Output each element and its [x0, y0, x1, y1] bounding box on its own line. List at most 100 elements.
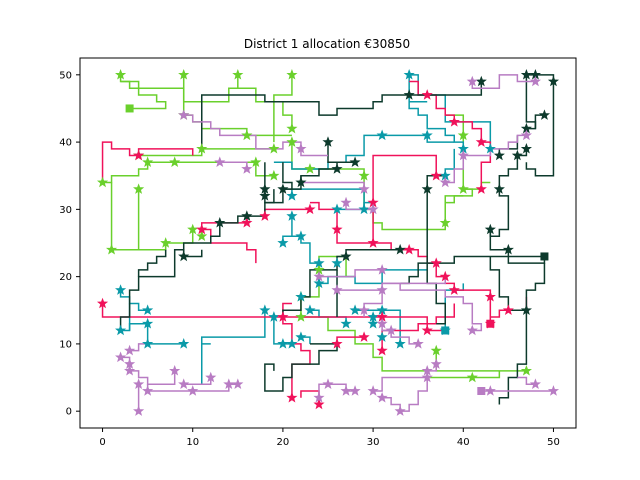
series-0-point-19: [160, 237, 172, 248]
series-0-path-13: [444, 135, 474, 223]
series-4-point-44: [547, 385, 560, 396]
series-4-point-26: [394, 405, 406, 416]
series-4-point-11: [367, 203, 379, 215]
series-2-point-12: [196, 223, 208, 235]
series-3-depot: [540, 252, 549, 261]
series-3-point-22: [394, 243, 406, 255]
series-0-point-30: [466, 371, 478, 383]
series-1-point-17: [349, 304, 361, 316]
series-2-path-7: [336, 229, 374, 244]
series-0-path-18: [435, 350, 527, 372]
series-3-point-15: [295, 176, 307, 188]
series-4-point-37: [133, 405, 145, 416]
series-3-path-19: [246, 189, 275, 217]
y-tick-label: 20: [59, 272, 72, 283]
series-0-point-31: [520, 364, 532, 376]
series-4-point-27: [376, 391, 388, 403]
series-3-point-14: [349, 156, 361, 168]
series-1-point-34: [295, 331, 307, 342]
series-3-point-9: [475, 75, 487, 87]
x-tick-label: 30: [367, 437, 380, 448]
series-4-point-32: [205, 371, 217, 383]
series-4-point-24: [349, 385, 361, 396]
series-2-path-20: [409, 80, 428, 96]
series-3-point-16: [277, 183, 289, 194]
series-1-point-21: [376, 331, 388, 342]
series-4-point-5: [529, 75, 541, 87]
series-1-markers: [115, 68, 496, 349]
series-3-path-34: [183, 249, 203, 258]
series-3-point-24: [484, 223, 496, 235]
x-tick-label: 40: [457, 437, 470, 448]
series-2-point-9: [304, 203, 316, 215]
series-4-path-5: [300, 181, 365, 190]
series-2-point-24: [313, 398, 325, 410]
plot-area: [96, 68, 560, 416]
series-1-point-16: [304, 304, 316, 316]
series-3-point-7: [493, 149, 505, 161]
series-2-point-2: [448, 116, 460, 127]
series-0-point-14: [142, 156, 154, 168]
series-4-markers: [115, 75, 560, 416]
series-0-point-5: [241, 129, 253, 141]
series-3-path-1: [525, 81, 555, 177]
series-3-path-11: [327, 142, 338, 169]
series-4-point-6: [520, 129, 532, 141]
series-3-path-31: [282, 162, 293, 190]
series-0-point-17: [133, 183, 145, 194]
series-2-path-10: [454, 289, 492, 324]
series-1-depot: [441, 326, 450, 335]
series-2-point-8: [331, 223, 343, 235]
series-4-path-31: [300, 148, 328, 157]
series-4-point-1: [214, 156, 226, 168]
series-0-point-24: [457, 129, 469, 141]
series-0-point-18: [105, 243, 118, 255]
series-4-path-30: [192, 384, 230, 392]
series-3-point-11: [421, 183, 433, 194]
series-1-point-10: [295, 230, 307, 242]
series-4-point-12: [376, 264, 388, 275]
series-0-point-1: [178, 68, 190, 80]
series-3-markers: [178, 68, 560, 316]
series-4-point-30: [232, 378, 244, 390]
series-4-point-33: [169, 364, 181, 376]
series-3-path-4: [409, 81, 483, 96]
series-4-point-41: [115, 351, 127, 363]
series-0-point-11: [268, 169, 280, 181]
series-3-path-5: [201, 94, 410, 149]
series-0-point-6: [286, 122, 298, 134]
series-2-point-27: [96, 297, 109, 309]
series-4-point-17: [385, 324, 397, 336]
series-4-point-16: [358, 304, 370, 316]
series-4-depot: [477, 387, 486, 395]
series-0-depot: [125, 104, 134, 113]
series-1-point-30: [142, 304, 154, 316]
series-1-point-20: [394, 338, 406, 349]
series-4-path-0: [183, 114, 302, 150]
series-1-point-7: [358, 203, 370, 215]
y-tick-label: 30: [59, 205, 72, 216]
series-1-path-13: [192, 310, 266, 386]
series-4-point-14: [331, 284, 343, 295]
series-3: [119, 74, 555, 405]
series-1-point-22: [367, 317, 379, 329]
series-4-point-13: [313, 270, 325, 282]
series-4-path-29: [400, 377, 428, 412]
series-4-point-31: [223, 378, 235, 390]
series-4-point-4: [466, 75, 478, 87]
series-1-point-9: [286, 210, 298, 221]
series-0: [102, 74, 527, 379]
series-1-point-0: [403, 68, 415, 80]
series-3-point-13: [331, 163, 343, 174]
series-1-point-31: [142, 317, 154, 329]
y-tick-label: 50: [59, 70, 72, 81]
series-4-path-27: [382, 282, 483, 332]
series-3-path-13: [300, 168, 338, 183]
series-4-path-16: [382, 396, 401, 412]
series-4-point-29: [313, 391, 325, 403]
series-4-path-20: [129, 370, 176, 386]
series-3-path-27: [489, 256, 527, 312]
series-2-point-18: [502, 304, 514, 316]
series-3-path-22: [489, 229, 509, 251]
series-4-path-2: [471, 74, 536, 90]
